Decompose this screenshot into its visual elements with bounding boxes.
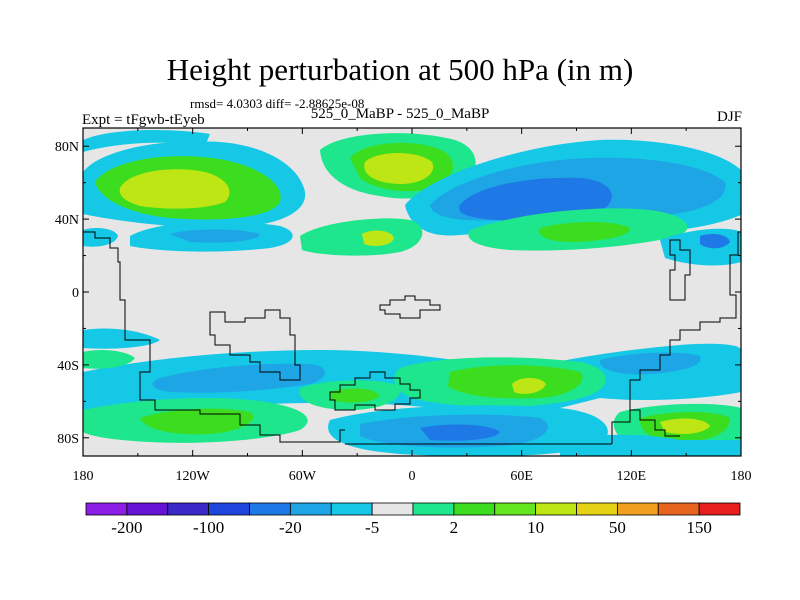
colorbar-swatch bbox=[167, 502, 210, 516]
lat-tick-label: 80N bbox=[55, 140, 79, 155]
contour-blue-westedge bbox=[83, 228, 118, 247]
contour-yellowgreen-s-main bbox=[512, 378, 546, 394]
colorbar-swatch bbox=[208, 502, 250, 516]
colorbar-swatch bbox=[249, 502, 291, 516]
colorbar-swatch bbox=[289, 502, 332, 516]
contour-green-so bbox=[140, 408, 254, 435]
colorbar-swatch bbox=[412, 502, 455, 516]
colorbar-swatch bbox=[330, 502, 373, 516]
coastlines bbox=[83, 231, 741, 445]
lat-tick-label: 40S bbox=[57, 359, 79, 374]
contour-green-atl-mid bbox=[300, 218, 423, 256]
map-title: Height perturbation at 500 hPa (in m) bbox=[166, 52, 634, 87]
lon-tick-label: 180 bbox=[73, 469, 94, 484]
contour-yellowgreen-atl-mid bbox=[362, 230, 394, 246]
colorbar-label: -5 bbox=[365, 518, 379, 537]
colorbar-swatch bbox=[657, 502, 700, 516]
colorbar-label: 2 bbox=[450, 518, 459, 537]
lat-tick-label: 80S bbox=[57, 432, 79, 447]
colorbar bbox=[85, 502, 741, 516]
lon-tick-label: 120W bbox=[176, 469, 211, 484]
colorbar-label: 10 bbox=[527, 518, 544, 537]
colorbar-swatch bbox=[698, 502, 741, 516]
experiment-label: Expt = tFgwb-tEyeb bbox=[82, 112, 205, 128]
contour-light-green-s bbox=[83, 350, 135, 369]
contour-yellowgreen-ant-east bbox=[660, 418, 710, 434]
coastline-west bbox=[83, 231, 345, 443]
colorbar-swatch bbox=[126, 502, 169, 516]
colorbar-swatch bbox=[576, 502, 618, 516]
colorbar-label: -100 bbox=[193, 518, 224, 537]
contour-dark-blue-ant bbox=[420, 424, 500, 441]
coastline-pacific-island bbox=[209, 309, 301, 381]
lon-tick-label: 120E bbox=[617, 469, 647, 484]
colorbar-labels: -200 -100 -20 -5 2 10 50 150 bbox=[111, 518, 712, 537]
colorbar-swatch bbox=[453, 502, 496, 516]
contour-mid-blue-npac bbox=[170, 229, 260, 243]
colorbar-swatch bbox=[371, 502, 414, 516]
coastline-equatorial bbox=[379, 295, 441, 319]
lon-tick-label: 180 bbox=[731, 469, 752, 484]
contour-blue-se-pacific bbox=[560, 434, 741, 456]
lon-tick-label: 60W bbox=[289, 469, 317, 484]
contour-field bbox=[83, 128, 741, 456]
contour-darkblue-east bbox=[700, 234, 730, 249]
lat-tick-label: 0 bbox=[72, 286, 79, 301]
colorbar-swatch bbox=[85, 502, 128, 516]
contour-blue-top-left bbox=[83, 130, 210, 152]
contour-yellowgreen-natl bbox=[364, 153, 434, 184]
contour-mid-blue-s2 bbox=[599, 352, 701, 375]
coastline-south-atlantic bbox=[329, 371, 421, 411]
colorbar-label: -200 bbox=[111, 518, 142, 537]
rmsd-stats: rmsd= 4.0303 diff= -2.88625e-08 bbox=[190, 96, 365, 111]
colorbar-label: -20 bbox=[279, 518, 302, 537]
season-label: DJF bbox=[716, 109, 742, 125]
longitude-axis: 180 120W 60W 0 60E 120E 180 bbox=[73, 128, 752, 484]
lat-tick-label: 40N bbox=[55, 213, 79, 228]
contour-mid-blue-s bbox=[152, 363, 325, 393]
colorbar-swatch bbox=[616, 502, 659, 516]
contour-green-so-west bbox=[330, 388, 380, 403]
colorbar-swatch bbox=[535, 502, 577, 516]
coastline-east-inland bbox=[669, 239, 691, 301]
latitude-axis: 80N 40N 0 40S 80S bbox=[55, 140, 741, 447]
contour-yellowgreen-na bbox=[119, 169, 230, 209]
coastline-antarctica bbox=[345, 409, 640, 445]
coastline-east bbox=[629, 231, 741, 437]
period-label: 525_0_MaBP - 525_0_MaBP bbox=[310, 106, 490, 122]
lon-tick-label: 0 bbox=[409, 469, 416, 484]
contour-dark-blue-eurasia bbox=[459, 177, 612, 221]
colorbar-label: 50 bbox=[609, 518, 626, 537]
colorbar-label: 150 bbox=[686, 518, 712, 537]
contour-light-blue-s1 bbox=[83, 328, 160, 349]
lon-tick-label: 60E bbox=[510, 469, 533, 484]
colorbar-swatch bbox=[494, 502, 537, 516]
contour-green-asia-core bbox=[539, 222, 631, 242]
